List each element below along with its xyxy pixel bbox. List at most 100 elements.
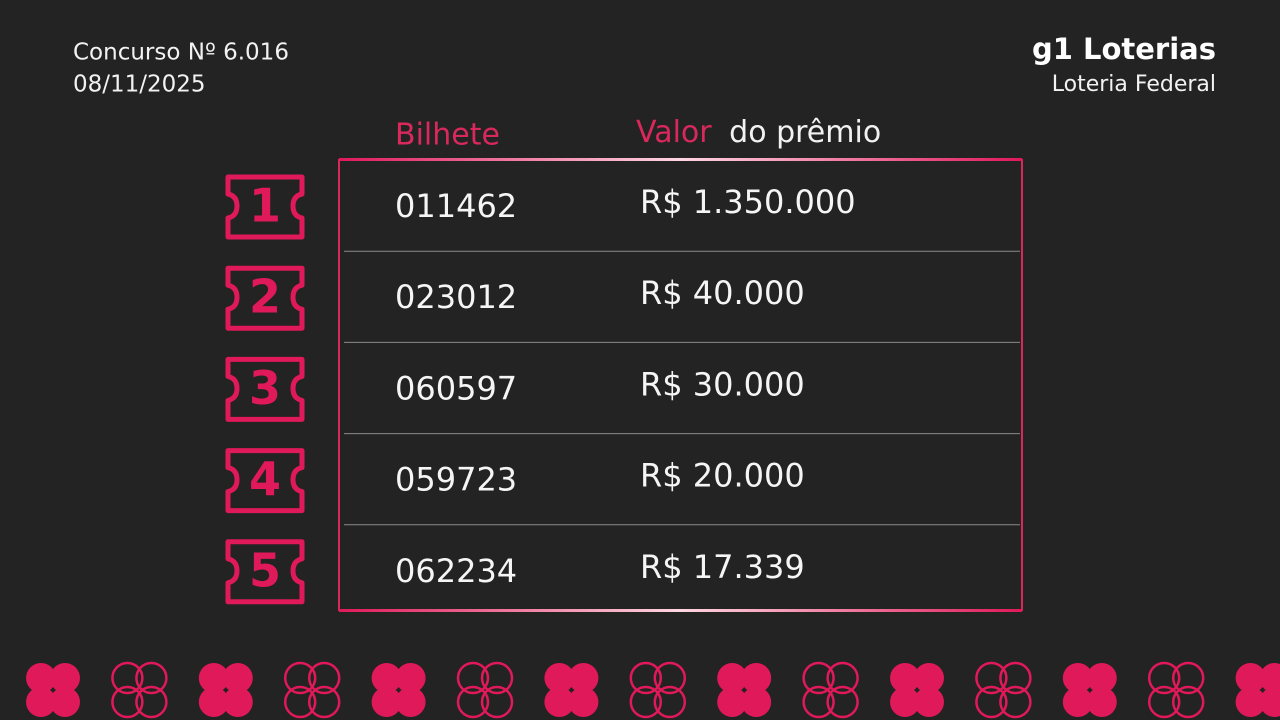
clover-leaf — [890, 663, 920, 693]
clover-leaf — [1171, 685, 1205, 719]
clover — [456, 661, 514, 719]
clover — [283, 661, 341, 719]
clover — [717, 663, 772, 717]
clover-leaf — [653, 661, 687, 695]
clover-leaf — [222, 663, 253, 693]
clover-leaf — [826, 685, 859, 719]
clover-leaf — [307, 661, 341, 695]
clover-leaf — [802, 685, 835, 719]
prize-value: R$ 40.000 — [640, 274, 805, 312]
clover — [802, 661, 859, 719]
clover — [890, 663, 944, 717]
clover-leaf — [480, 685, 514, 719]
clover-leaf — [802, 661, 835, 695]
clover-leaf — [50, 687, 80, 717]
prize-value: R$ 17.339 — [640, 548, 805, 586]
clover-leaf — [283, 685, 317, 719]
clover-leaf — [198, 663, 229, 693]
clover — [544, 663, 599, 717]
clover-leaf — [914, 687, 944, 717]
rank-ticket-icon — [225, 174, 305, 240]
clover-leaf — [456, 685, 490, 719]
ticket-number: 059723 — [395, 461, 517, 499]
clover-leaf — [544, 663, 575, 693]
column-ticket: Bilhete — [395, 118, 500, 153]
clover-leaf — [198, 687, 229, 717]
column-prize-highlight: Valor — [636, 115, 712, 150]
table-bottom-glow — [339, 609, 1022, 612]
clover — [371, 663, 426, 717]
clover-leaf — [50, 663, 80, 693]
clover — [975, 661, 1032, 719]
clover-leaf — [371, 663, 402, 693]
clover — [111, 661, 168, 719]
ticket-number: 062234 — [395, 552, 517, 590]
rank-number: 2 — [249, 270, 281, 324]
brand: g1 Loterias — [1032, 32, 1216, 66]
rank-number: 1 — [249, 179, 281, 233]
ticket-number: 060597 — [395, 369, 517, 407]
rows: 1 011462 R$ 1.350.000 2 023012 R$ 40.000 3 0605… — [225, 174, 1020, 605]
clover-leaf — [717, 663, 748, 693]
rank-ticket-icon — [225, 265, 305, 331]
clover-leaf — [135, 661, 168, 695]
clover — [1147, 661, 1205, 719]
clover-leaf — [890, 687, 920, 717]
contest-date: 08/11/2025 — [73, 72, 206, 98]
clover-leaf — [1086, 663, 1117, 693]
clover-leaf — [629, 661, 663, 695]
clover-leaf — [307, 685, 341, 719]
clover — [1062, 663, 1117, 717]
clover-leaf — [975, 661, 1008, 695]
clover-leaf — [999, 685, 1032, 719]
clover-leaf — [717, 687, 748, 717]
clover-leaf — [1062, 687, 1093, 717]
clover-leaf — [568, 687, 599, 717]
clover — [26, 663, 80, 717]
clover-leaf — [1147, 685, 1181, 719]
rank-ticket-icon — [225, 356, 305, 422]
clover-leaf — [283, 661, 317, 695]
clover-leaf — [1259, 663, 1280, 693]
clover-leaf — [480, 661, 514, 695]
rank-number: 3 — [249, 361, 281, 415]
clover-leaf — [1259, 687, 1280, 717]
clover-leaf — [826, 661, 859, 695]
clover-border — [26, 661, 1280, 719]
prize-value: R$ 30.000 — [640, 365, 805, 403]
clover-leaf — [741, 687, 772, 717]
clover-leaf — [741, 663, 772, 693]
clover-leaf — [1062, 663, 1093, 693]
clover-leaf — [629, 685, 663, 719]
clover-leaf — [975, 685, 1008, 719]
clover-leaf — [395, 663, 426, 693]
column-prize: Valor do prêmio — [636, 115, 881, 150]
table-top-glow — [339, 158, 1022, 161]
rank-number: 4 — [249, 452, 281, 506]
clover — [198, 663, 253, 717]
brand-subtitle: Loteria Federal — [1052, 72, 1216, 97]
clover-leaf — [111, 685, 144, 719]
clover-leaf — [1086, 687, 1117, 717]
clover-leaf — [568, 663, 599, 693]
clover-leaf — [544, 687, 575, 717]
clover — [629, 661, 687, 719]
clover-leaf — [26, 687, 56, 717]
clover-leaf — [914, 663, 944, 693]
clover-leaf — [395, 687, 426, 717]
clover-leaf — [222, 687, 253, 717]
clover-leaf — [1171, 661, 1205, 695]
prize-value: R$ 20.000 — [640, 457, 805, 495]
prize-value: R$ 1.350.000 — [640, 183, 856, 221]
clover-leaf — [111, 661, 144, 695]
clover-leaf — [456, 661, 490, 695]
clover-leaf — [1147, 661, 1181, 695]
ticket-number: 023012 — [395, 278, 517, 316]
rank-ticket-icon — [225, 448, 305, 514]
clover-leaf — [1235, 663, 1266, 693]
clover — [1235, 663, 1280, 717]
column-prize-rest: do prêmio — [729, 115, 881, 150]
